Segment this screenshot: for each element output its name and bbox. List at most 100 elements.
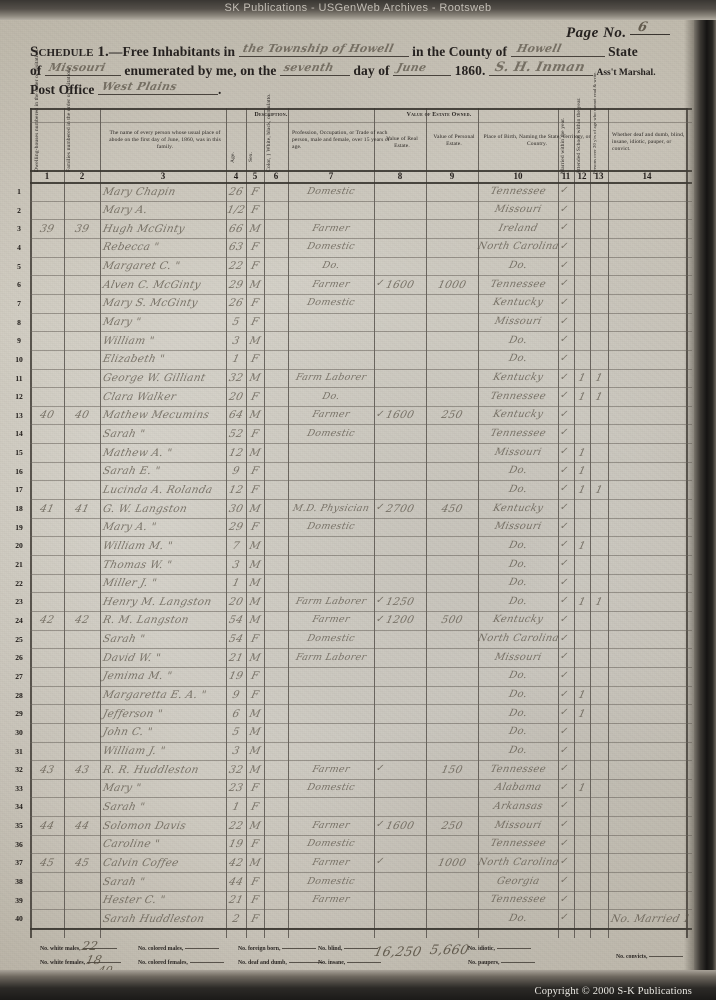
cell-sex[interactable]: M [248, 558, 262, 571]
cell-age[interactable]: 66 [227, 222, 245, 235]
cell-name[interactable]: John C. " [101, 726, 154, 739]
cell-name[interactable]: Clara Walker [101, 390, 178, 403]
cell-age[interactable]: 5 [231, 316, 241, 329]
cell-name[interactable]: Mary " [101, 316, 143, 329]
cell-birth[interactable]: Tennessee [489, 278, 548, 290]
cell-age[interactable]: 12 [227, 446, 245, 459]
cell-occupation[interactable]: M.D. Physician [291, 502, 371, 514]
cell-personal[interactable]: 1000 [436, 278, 468, 291]
cell-birth[interactable]: Tennessee [489, 390, 548, 402]
cell-age[interactable]: 3 [231, 334, 241, 347]
cell-age[interactable]: 3 [231, 745, 241, 757]
cell-name[interactable]: Sarah " [101, 875, 147, 888]
cell-name[interactable]: William J. " [101, 745, 167, 757]
cell-age[interactable]: 54 [227, 633, 245, 646]
cell-name[interactable]: Hester C. " [101, 894, 167, 907]
cell-name[interactable]: Calvin Coffee [101, 856, 180, 869]
cell-name[interactable]: Jemima M. " [101, 670, 174, 683]
cell-name[interactable]: William " [101, 334, 156, 347]
cell-personal[interactable]: 150 [440, 763, 464, 776]
cell-birth[interactable]: Tennessee [489, 838, 548, 850]
cell-birth[interactable]: Tennessee [489, 427, 548, 439]
cell-occupation[interactable]: Farmer [311, 614, 351, 626]
cell-birth[interactable]: Tennessee [489, 185, 548, 197]
cell-sex[interactable]: M [248, 614, 262, 627]
cell-name[interactable]: Solomon Davis [101, 819, 188, 832]
cell-sex[interactable]: M [248, 409, 262, 422]
cell-school[interactable]: 1 [577, 707, 587, 720]
cell-birth[interactable]: Do. [507, 670, 529, 682]
cell-sex[interactable]: M [248, 745, 262, 757]
cell-sex[interactable]: M [248, 577, 262, 590]
cell-birth[interactable]: Do. [507, 353, 529, 365]
cell-sex[interactable]: M [248, 446, 262, 459]
cell-sex[interactable]: M [248, 651, 262, 664]
cell-age[interactable]: 23 [227, 782, 245, 795]
cell-sex[interactable]: F [249, 838, 261, 851]
cell-age[interactable]: 20 [227, 390, 245, 403]
cell-name[interactable]: Mary Chapin [101, 185, 177, 198]
cell-sex[interactable]: F [249, 297, 261, 310]
cell-sex[interactable]: M [248, 372, 262, 384]
cell-occupation[interactable]: Farmer [311, 222, 351, 234]
cell-name[interactable]: Alven C. McGinty [101, 278, 203, 291]
cell-birth[interactable]: Ireland [497, 222, 539, 234]
cell-birth[interactable]: Kentucky [491, 409, 545, 421]
cell-sex[interactable]: F [249, 241, 261, 254]
cell-occupation[interactable]: Farmer [311, 763, 351, 775]
cell-occupation[interactable]: Farm Laborer [294, 372, 368, 383]
cell-sex[interactable]: M [248, 819, 262, 832]
cell-name[interactable]: Miller J. " [101, 577, 159, 590]
cell-age[interactable]: 1 [231, 577, 241, 590]
cell-age[interactable]: 2 [231, 912, 241, 925]
cell-sex[interactable]: F [249, 670, 261, 683]
cell-dwelling[interactable]: 40 [38, 409, 56, 422]
cell-name[interactable]: David W. " [101, 651, 162, 664]
cell-personal[interactable]: 1000 [436, 856, 468, 869]
cell-dwelling[interactable]: 44 [38, 819, 56, 832]
cell-illit[interactable]: 1 [594, 390, 604, 403]
cell-occupation[interactable]: Domestic [306, 297, 357, 309]
cell-personal[interactable]: 450 [440, 502, 464, 515]
cell-name[interactable]: Mathew A. " [101, 446, 174, 459]
cell-occupation[interactable]: Domestic [306, 427, 357, 439]
cell-age[interactable]: 21 [227, 894, 245, 907]
cell-sex[interactable]: M [248, 707, 262, 720]
cell-name[interactable]: Sarah " [101, 427, 147, 440]
cell-name[interactable]: Sarah " [101, 633, 147, 646]
cell-name[interactable]: Henry M. Langston [101, 595, 213, 608]
cell-age[interactable]: 12 [227, 483, 245, 496]
cell-age[interactable]: 26 [227, 185, 245, 198]
cell-birth[interactable]: Do. [507, 334, 529, 346]
cell-sex[interactable]: M [248, 726, 262, 739]
cell-birth[interactable]: Arkansas [492, 800, 544, 812]
cell-occupation[interactable]: Farmer [311, 278, 351, 290]
cell-birth[interactable]: Do. [507, 726, 529, 738]
cell-birth[interactable]: Do. [507, 595, 529, 607]
cell-birth[interactable]: Kentucky [491, 502, 545, 514]
cell-school[interactable]: 1 [577, 782, 587, 795]
cell-birth[interactable]: Do. [507, 260, 529, 272]
cell-name[interactable]: Mary A. " [101, 521, 158, 534]
cell-birth[interactable]: Kentucky [491, 614, 545, 626]
cell-name[interactable]: G. W. Langston [101, 502, 189, 515]
cell-birth[interactable]: Do. [507, 465, 529, 477]
cell-family[interactable]: 39 [73, 222, 91, 235]
cell-family[interactable]: 42 [73, 614, 91, 627]
cell-name[interactable]: George W. Gilliant [101, 372, 207, 384]
cell-occupation[interactable]: Farmer [311, 409, 351, 421]
cell-name[interactable]: R. M. Langston [101, 614, 191, 627]
cell-age[interactable]: 3 [231, 558, 241, 571]
cell-birth[interactable]: North Carolina [476, 856, 560, 868]
cell-sex[interactable]: F [249, 260, 261, 273]
cell-sex[interactable]: F [249, 689, 261, 702]
cell-sex[interactable]: F [249, 353, 261, 366]
cell-name[interactable]: Mathew Mecumins [101, 409, 211, 422]
cell-birth[interactable]: Missouri [493, 521, 543, 533]
cell-birth[interactable]: Alabama [493, 782, 543, 794]
cell-occupation[interactable]: Domestic [306, 838, 357, 850]
cell-age[interactable]: 22 [227, 819, 245, 832]
cell-name[interactable]: Margaret C. " [101, 260, 182, 273]
cell-age[interactable]: 29 [227, 521, 245, 534]
cell-occupation[interactable]: Domestic [306, 521, 357, 533]
